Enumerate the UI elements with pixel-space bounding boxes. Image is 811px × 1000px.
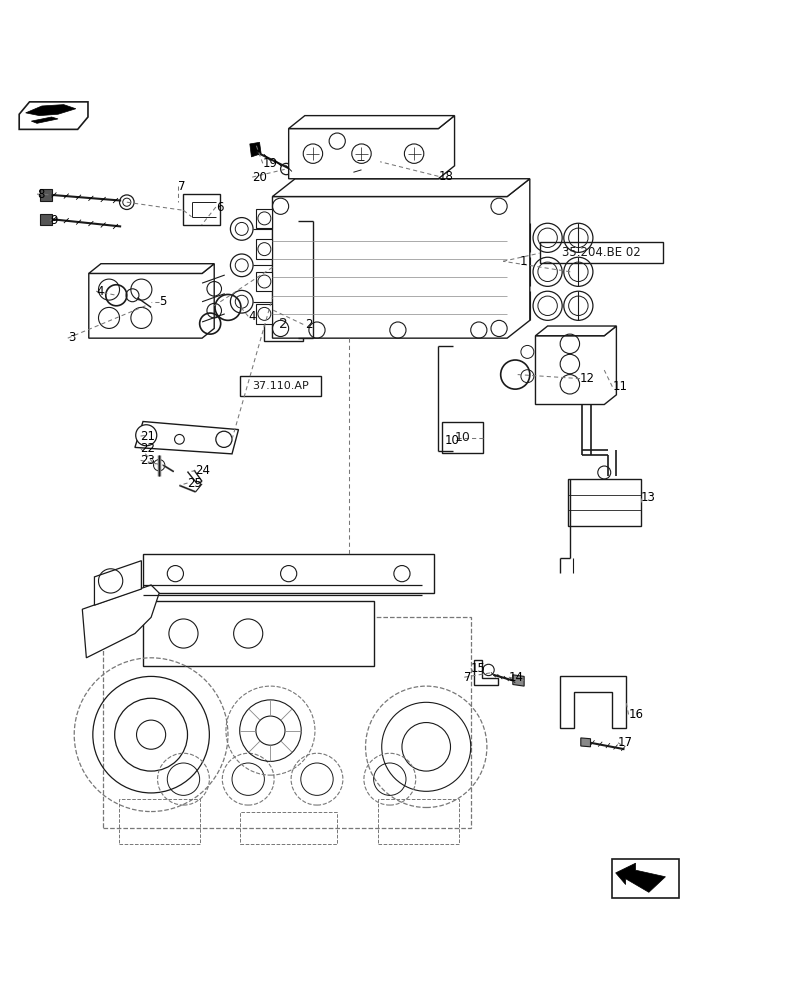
- Polygon shape: [272, 179, 529, 338]
- Polygon shape: [341, 156, 380, 188]
- Bar: [611, 859, 678, 898]
- Polygon shape: [41, 189, 51, 201]
- Text: 8: 8: [37, 188, 45, 201]
- Polygon shape: [250, 142, 261, 157]
- Text: 23: 23: [140, 454, 155, 467]
- Text: 35.204.BE 02: 35.204.BE 02: [561, 246, 640, 259]
- Text: 37.110.AP: 37.110.AP: [252, 381, 308, 391]
- Text: 24: 24: [195, 464, 210, 477]
- Bar: [264, 308, 303, 341]
- Polygon shape: [19, 102, 88, 129]
- Text: 1: 1: [519, 255, 526, 268]
- Polygon shape: [82, 585, 159, 658]
- Bar: [240, 376, 320, 396]
- Polygon shape: [256, 209, 272, 228]
- Text: 19: 19: [263, 157, 277, 170]
- Polygon shape: [256, 272, 272, 291]
- Text: 16: 16: [628, 708, 643, 721]
- Polygon shape: [183, 194, 220, 225]
- Text: 18: 18: [438, 170, 453, 183]
- Bar: [240, 812, 337, 844]
- Polygon shape: [513, 675, 524, 686]
- Text: 7: 7: [178, 180, 185, 193]
- Bar: [377, 799, 458, 844]
- Text: 22: 22: [140, 442, 156, 455]
- Polygon shape: [135, 422, 238, 454]
- Bar: [567, 479, 640, 526]
- Polygon shape: [288, 116, 454, 179]
- Polygon shape: [32, 117, 58, 123]
- Circle shape: [119, 195, 134, 209]
- Circle shape: [216, 431, 232, 447]
- Text: 20: 20: [252, 171, 267, 184]
- Text: 11: 11: [611, 380, 627, 393]
- Polygon shape: [615, 863, 665, 892]
- Bar: [143, 554, 434, 593]
- Text: 15: 15: [470, 662, 485, 675]
- Polygon shape: [41, 214, 51, 225]
- Polygon shape: [256, 304, 272, 324]
- Polygon shape: [474, 660, 498, 685]
- Bar: [442, 422, 483, 453]
- Polygon shape: [94, 561, 141, 605]
- Text: 2: 2: [304, 318, 312, 331]
- Bar: [143, 601, 373, 666]
- Polygon shape: [26, 105, 75, 116]
- Text: 7: 7: [464, 671, 471, 684]
- Text: 25: 25: [187, 477, 202, 490]
- Text: 3: 3: [67, 331, 75, 344]
- Polygon shape: [288, 116, 454, 129]
- Text: 21: 21: [140, 430, 156, 443]
- Bar: [539, 242, 662, 263]
- Circle shape: [153, 460, 165, 471]
- Circle shape: [135, 425, 157, 446]
- Polygon shape: [534, 326, 616, 336]
- Polygon shape: [88, 264, 214, 273]
- Bar: [118, 799, 200, 844]
- Polygon shape: [88, 264, 214, 338]
- Polygon shape: [559, 676, 625, 728]
- Text: 12: 12: [579, 372, 594, 385]
- Polygon shape: [256, 239, 272, 259]
- Text: 10: 10: [454, 431, 470, 444]
- Text: 6: 6: [216, 201, 223, 214]
- Text: 13: 13: [640, 491, 654, 504]
- Text: 4: 4: [96, 285, 104, 298]
- Text: 5: 5: [159, 295, 166, 308]
- Polygon shape: [272, 179, 529, 197]
- Text: 10: 10: [444, 434, 459, 447]
- Bar: [102, 617, 470, 828]
- Text: 4: 4: [248, 310, 255, 323]
- Text: 2: 2: [279, 317, 288, 331]
- Text: 9: 9: [50, 214, 58, 227]
- Text: 14: 14: [508, 671, 523, 684]
- Polygon shape: [580, 738, 590, 747]
- Text: 17: 17: [617, 736, 633, 749]
- Polygon shape: [534, 326, 616, 405]
- Circle shape: [122, 198, 131, 206]
